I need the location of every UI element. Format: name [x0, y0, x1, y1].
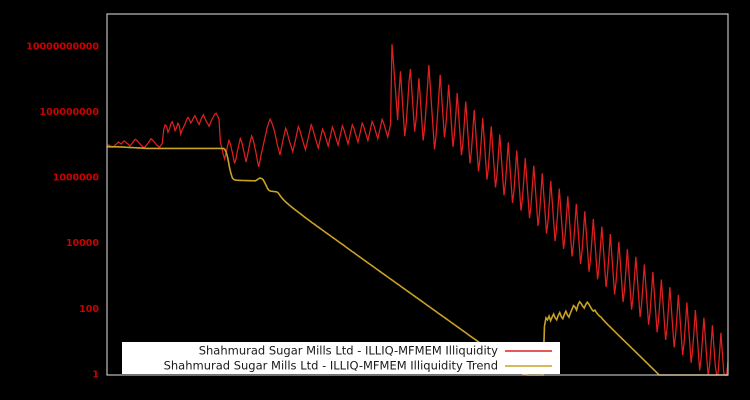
y-axis-tick-label: 10000 — [66, 238, 99, 249]
series-line-1 — [106, 44, 729, 377]
plot-background — [107, 14, 728, 375]
y-axis-tick-labels: 10000000000 100000000 1000000 10000 100 1 — [26, 41, 99, 380]
plot-frame-border — [106, 13, 729, 376]
y-axis-tick-label: 100000000 — [40, 107, 100, 118]
y-axis-tick-label: 1 — [92, 370, 99, 381]
y-axis-tick-label: 10000000000 — [26, 41, 99, 52]
legend-label-2: Shahmurad Sugar Mills Ltd - ILLIQ-MFMEM … — [164, 359, 498, 373]
y-axis-tick-label: 1000000 — [53, 173, 100, 184]
legend-label-1: Shahmurad Sugar Mills Ltd - ILLIQ-MFMEM … — [199, 344, 498, 358]
data-series-group — [106, 44, 729, 377]
series-line-2 — [107, 145, 728, 376]
chart-legend: Shahmurad Sugar Mills Ltd - ILLIQ-MFMEM … — [122, 342, 560, 374]
legend-background — [122, 342, 560, 374]
y-axis-tick-label: 100 — [79, 304, 99, 315]
